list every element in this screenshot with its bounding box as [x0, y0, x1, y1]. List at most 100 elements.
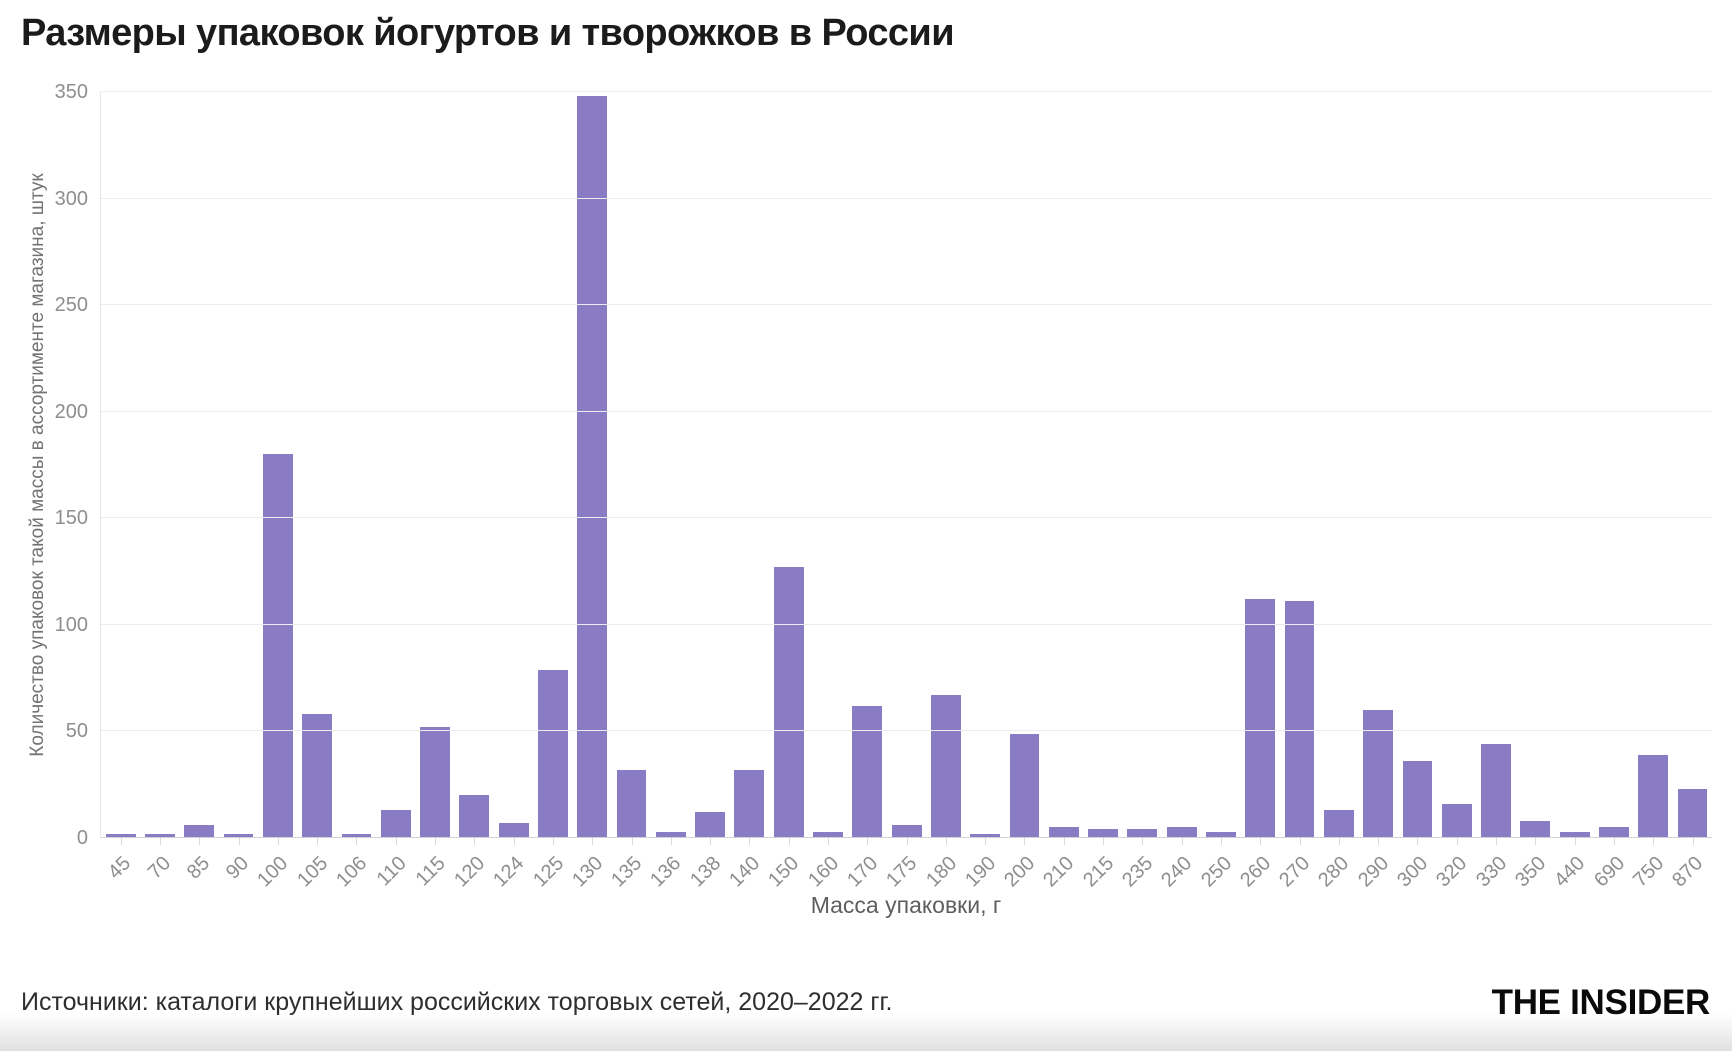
- bar: [420, 727, 450, 838]
- bar-column: 70: [140, 92, 179, 884]
- x-tick-label: 100: [253, 852, 293, 892]
- bar: [1481, 744, 1511, 838]
- bar-column: 130: [568, 92, 612, 891]
- x-tick: [1220, 838, 1222, 845]
- x-tick: [710, 838, 712, 845]
- x-tick: [1613, 838, 1615, 845]
- y-tick-label: 250: [54, 294, 88, 317]
- bar: [655, 831, 686, 838]
- bar-column: 215: [1079, 92, 1122, 891]
- bar-column: 235: [1118, 92, 1162, 891]
- bar: [577, 96, 608, 838]
- x-tick: [670, 838, 672, 845]
- x-tick: [985, 838, 987, 845]
- x-tick-label: 215: [1078, 852, 1118, 892]
- bar-column: 870: [1668, 92, 1712, 891]
- x-tick: [120, 838, 122, 845]
- bar: [734, 769, 765, 838]
- x-tick: [159, 838, 161, 845]
- bar-column: 45: [101, 92, 140, 884]
- bar: [1009, 733, 1040, 838]
- bar: [498, 823, 529, 838]
- gridline: [101, 410, 1712, 412]
- y-tick-label: 350: [54, 81, 88, 103]
- bar: [105, 833, 136, 838]
- y-tick-label: 150: [54, 507, 88, 530]
- x-tick: [945, 838, 947, 845]
- x-tick: [513, 838, 515, 845]
- bar-column: 100: [254, 92, 297, 891]
- y-tick-label: 100: [54, 613, 88, 636]
- plot-area: 45 70 85 90 100 105 106 110 115 120 124 125 130 135 13…: [100, 91, 1712, 891]
- bar: [1127, 829, 1158, 838]
- bars-container: 45 70 85 90 100 105 106 110 115 120 124 125 130 135 13…: [101, 92, 1712, 891]
- x-tick-label: 138: [685, 852, 725, 892]
- bar-column: 105: [293, 92, 336, 891]
- bottom-gradient: [0, 1013, 1732, 1051]
- bar-column: 350: [1511, 92, 1555, 891]
- x-tick-label: 85: [182, 852, 215, 884]
- bar: [773, 567, 804, 838]
- bar: [1206, 831, 1236, 838]
- x-tick: [1142, 838, 1144, 845]
- bar: [930, 695, 961, 838]
- bar: [1441, 803, 1472, 838]
- x-tick: [867, 838, 869, 845]
- bar-column: 135: [607, 92, 651, 891]
- x-tick-label: 270: [1275, 852, 1315, 892]
- y-axis: 0 50 100 150 200 250 300 350: [0, 82, 88, 848]
- bar-column: 160: [804, 92, 847, 891]
- bar: [1559, 831, 1590, 838]
- bar-column: 290: [1354, 92, 1398, 891]
- x-tick: [906, 838, 908, 845]
- x-tick-label: 120: [450, 852, 490, 892]
- bar: [695, 812, 726, 838]
- bar: [1088, 829, 1118, 838]
- x-tick: [1692, 838, 1694, 845]
- x-tick-label: 235: [1118, 852, 1158, 892]
- y-tick-label: 300: [54, 187, 88, 210]
- bar-column: 210: [1039, 92, 1083, 891]
- x-tick-label: 130: [567, 852, 608, 892]
- bar-column: 200: [1000, 92, 1044, 891]
- bar-column: 750: [1629, 92, 1673, 891]
- x-tick-label: 170: [842, 852, 883, 892]
- x-tick: [1063, 838, 1065, 845]
- x-tick-label: 350: [1511, 852, 1551, 892]
- bar: [891, 825, 922, 838]
- y-tick-label: 50: [65, 720, 88, 743]
- x-tick-label: 115: [411, 852, 450, 891]
- x-tick-label: 690: [1589, 852, 1629, 892]
- x-tick: [277, 838, 279, 845]
- bar-column: 124: [489, 92, 533, 891]
- x-tick: [1456, 838, 1458, 845]
- x-axis-title: Масса упаковки, г: [810, 892, 1002, 918]
- bar: [1677, 788, 1708, 838]
- x-tick: [238, 838, 240, 845]
- bar: [1048, 827, 1079, 838]
- x-tick-label: 140: [725, 852, 765, 892]
- x-tick-label: 110: [372, 852, 411, 891]
- bar: [537, 669, 568, 838]
- x-tick-label: 300: [1393, 852, 1433, 892]
- x-tick-label: 106: [332, 852, 372, 892]
- x-tick: [1535, 838, 1537, 845]
- bar-column: 330: [1472, 92, 1515, 891]
- bar: [852, 705, 883, 838]
- x-tick-label: 70: [143, 852, 175, 884]
- x-tick: [1653, 838, 1655, 845]
- x-tick-label: 150: [764, 852, 804, 892]
- x-tick-label: 136: [646, 852, 686, 892]
- x-tick-label: 440: [1550, 852, 1590, 892]
- bar-column: 440: [1550, 92, 1594, 891]
- bar: [380, 810, 411, 838]
- x-tick-label: 870: [1668, 852, 1708, 892]
- bar: [1363, 710, 1394, 838]
- bar: [459, 795, 490, 838]
- bar-column: 280: [1315, 92, 1358, 891]
- bar: [223, 833, 254, 838]
- x-tick-label: 90: [222, 852, 254, 884]
- bar: [184, 825, 215, 838]
- bar: [616, 769, 647, 838]
- bar: [1402, 761, 1433, 838]
